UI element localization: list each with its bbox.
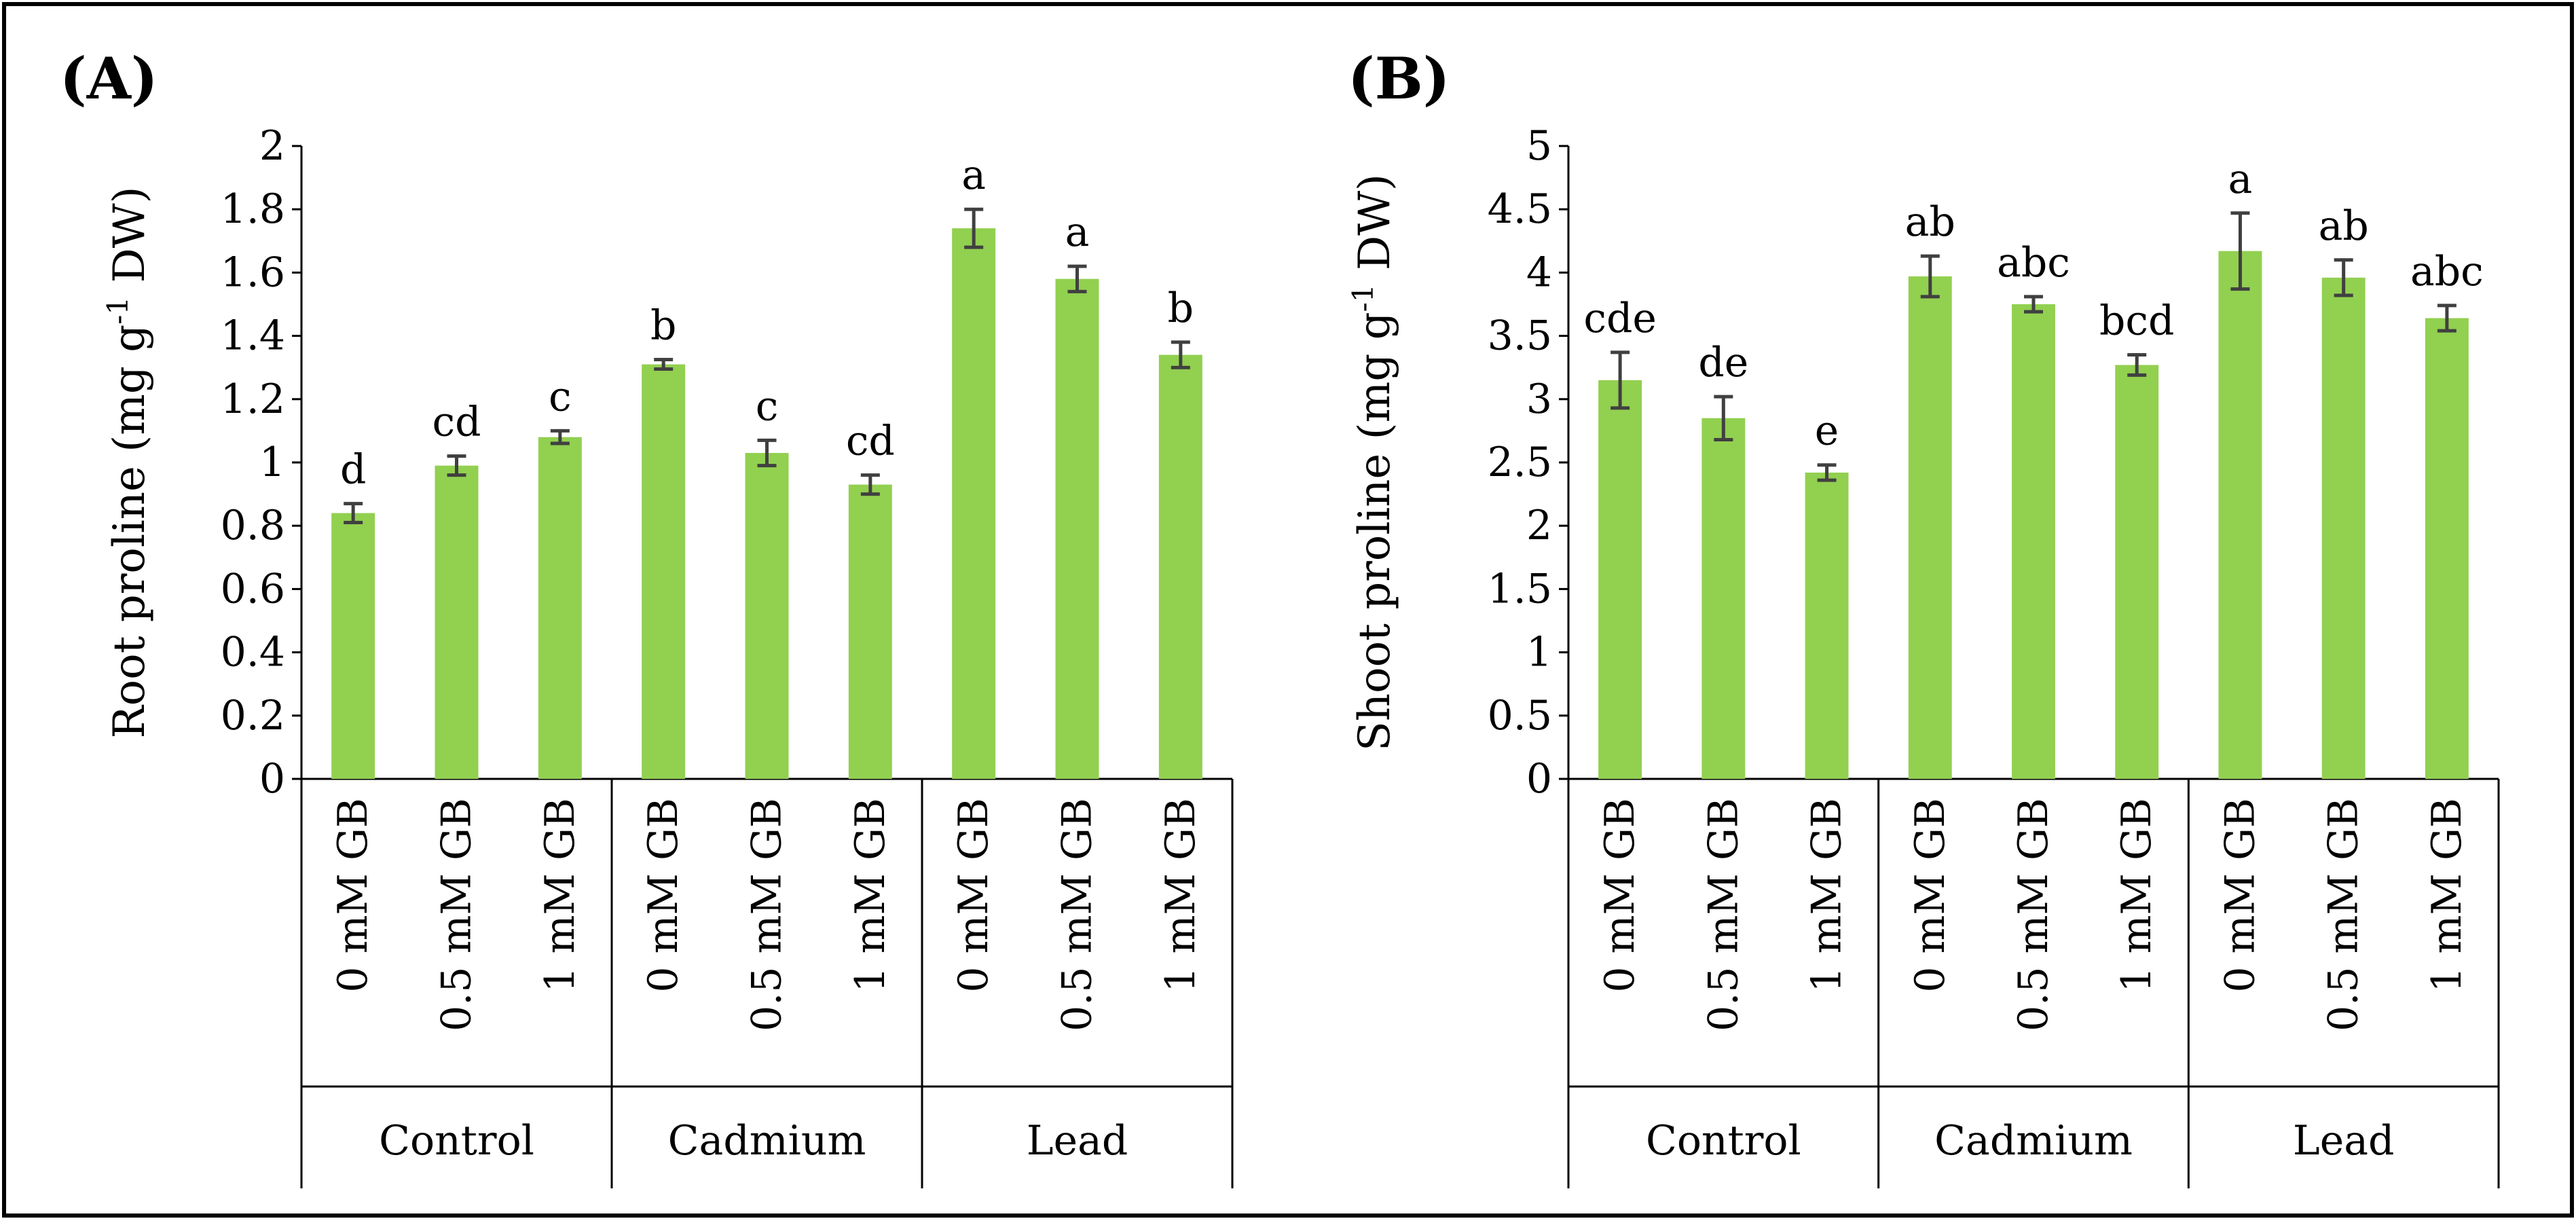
panel-a-y-axis-title: Root proline (mg g-1 DW)	[101, 186, 155, 738]
panel-a-label: (A)	[60, 45, 158, 112]
bar	[1598, 380, 1642, 779]
bar	[642, 364, 686, 779]
significance-label: ab	[1905, 198, 1955, 246]
x-group-label: Cadmium	[1934, 1117, 2133, 1165]
significance-label: a	[2228, 156, 2253, 203]
significance-label: bcd	[2099, 297, 2174, 345]
significance-label: a	[961, 151, 986, 199]
y-tick-label: 5	[1526, 122, 1552, 170]
panel-a-root-proline-chart: (A) Root proline (mg g-1 DW) 0 0.2 0.4 0.6 0.8…	[60, 45, 1234, 1188]
bar	[331, 513, 375, 779]
x-category-label: 0 mM GB	[329, 798, 377, 993]
x-group-label: Control	[379, 1117, 534, 1165]
x-category-label: 0 mM GB	[1596, 798, 1644, 993]
bar	[1805, 472, 1849, 779]
x-category-label: 1 mM GB	[1157, 798, 1204, 993]
x-category-label: 1 mM GB	[2423, 798, 2471, 993]
y-tick-label: 1	[1526, 629, 1552, 676]
y-axis-title-tail: DW)	[105, 186, 155, 296]
bar	[1055, 278, 1099, 780]
significance-label: abc	[2410, 248, 2484, 295]
y-tick-label: 4	[1526, 249, 1552, 296]
y-axis-title-superscript: -1	[101, 297, 134, 325]
bar	[2321, 277, 2366, 780]
x-category-label: 1 mM GB	[536, 798, 584, 993]
y-axis-title-superscript: -1	[1346, 284, 1380, 312]
y-tick-label: 1	[259, 439, 285, 486]
x-category-label: 0.5 mM GB	[2010, 798, 2057, 1032]
significance-label: a	[1065, 208, 1090, 256]
panel-b-label: (B)	[1348, 45, 1450, 112]
panel-b-y-axis-title: Shoot proline (mg g-1 DW)	[1346, 174, 1401, 751]
y-tick-label: 3	[1526, 376, 1552, 423]
significance-label: e	[1815, 407, 1839, 455]
significance-label: ab	[2319, 202, 2369, 250]
significance-label: d	[340, 446, 366, 494]
y-axis-title-tail: DW)	[1350, 174, 1400, 284]
y-tick-label: 0.5	[1488, 692, 1552, 740]
significance-label: abc	[1997, 239, 2070, 287]
bar	[1701, 418, 1746, 779]
x-category-label: 0.5 mM GB	[1054, 798, 1101, 1032]
y-tick-label: 0.8	[221, 502, 285, 549]
bar	[745, 453, 789, 779]
significance-label: cd	[846, 418, 895, 465]
y-tick-label: 0	[259, 755, 285, 803]
bar	[1908, 276, 1952, 779]
x-group-label: Lead	[1027, 1117, 1128, 1165]
x-category-label: 1 mM GB	[1803, 798, 1851, 993]
y-axis-title-main: Root proline (mg g	[105, 325, 155, 739]
significance-label: cd	[432, 399, 481, 446]
x-category-label: 0 mM GB	[2216, 798, 2264, 993]
significance-label: b	[650, 302, 676, 350]
x-group-label: Control	[1646, 1117, 1801, 1165]
bar	[2218, 251, 2262, 779]
bar	[848, 484, 892, 779]
bar	[538, 437, 582, 779]
bar	[2012, 304, 2055, 779]
y-tick-label: 4.5	[1488, 185, 1552, 233]
y-tick-label: 0.6	[221, 565, 285, 613]
x-group-label: Cadmium	[668, 1117, 866, 1165]
significance-label: c	[549, 373, 572, 420]
x-group-label: Lead	[2293, 1117, 2395, 1165]
x-category-label: 0.5 mM GB	[2320, 798, 2368, 1032]
y-tick-label: 2	[1526, 502, 1552, 549]
significance-label: cde	[1583, 295, 1657, 342]
y-tick-label: 3.5	[1488, 312, 1552, 360]
x-category-label: 0 mM GB	[640, 798, 687, 993]
x-category-label: 0 mM GB	[1907, 798, 1954, 993]
y-tick-label: 0.2	[221, 692, 285, 740]
y-tick-label: 1.5	[1488, 565, 1552, 613]
x-category-label: 1 mM GB	[2113, 798, 2160, 993]
x-category-label: 0.5 mM GB	[433, 798, 481, 1032]
y-tick-label: 1.8	[221, 185, 285, 233]
y-tick-label: 0	[1526, 755, 1552, 803]
bar	[2115, 365, 2159, 779]
panel-b-shoot-proline-chart: (B) Shoot proline (mg g-1 DW) 0 0.5 1 1.5 2 2.5…	[1346, 45, 2500, 1188]
y-tick-label: 2	[259, 122, 285, 170]
significance-label: c	[756, 382, 779, 430]
x-category-label: 0.5 mM GB	[1699, 798, 1747, 1032]
y-axis-title-main: Shoot proline (mg g	[1350, 312, 1400, 751]
y-tick-label: 0.4	[221, 629, 285, 676]
bar	[952, 228, 996, 779]
y-tick-label: 2.5	[1488, 439, 1552, 486]
significance-label: de	[1698, 339, 1748, 386]
significance-label: b	[1168, 285, 1194, 332]
y-tick-label: 1.6	[221, 249, 285, 296]
x-category-label: 0.5 mM GB	[743, 798, 791, 1032]
bar	[435, 465, 479, 779]
x-category-label: 0 mM GB	[950, 798, 997, 993]
x-category-label: 1 mM GB	[847, 798, 894, 993]
bar	[1158, 354, 1202, 779]
y-tick-label: 1.2	[221, 376, 285, 423]
bar	[2425, 318, 2469, 779]
y-tick-label: 1.4	[221, 312, 285, 360]
